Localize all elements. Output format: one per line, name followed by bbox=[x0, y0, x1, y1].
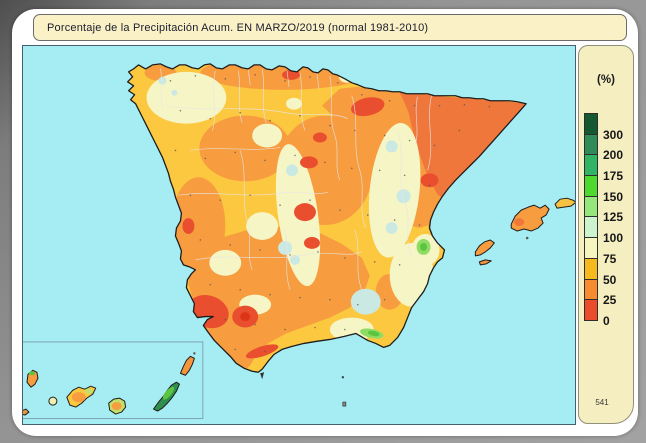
legend-tick-label: 125 bbox=[603, 210, 624, 225]
map-panel bbox=[22, 45, 576, 425]
island-el-hierro bbox=[23, 408, 30, 416]
island-ibiza bbox=[474, 239, 495, 257]
legend-tick-label: 25 bbox=[603, 293, 617, 308]
legend-tick-label: 50 bbox=[603, 272, 617, 287]
la-palma-green bbox=[28, 371, 35, 376]
legend-swatch-row: 175 bbox=[584, 154, 623, 183]
canary-islands-inset bbox=[23, 341, 204, 420]
map-title: Porcentaje de la Precipitación Acum. EN … bbox=[47, 21, 429, 34]
legend-swatch-row: 150 bbox=[584, 175, 623, 204]
legend-swatch-row: 200 bbox=[584, 133, 623, 162]
lanzarote-islet bbox=[193, 352, 196, 355]
legend-swatch-row: 0 bbox=[584, 299, 610, 328]
island-lanzarote bbox=[179, 355, 195, 376]
tenerife-green bbox=[84, 388, 93, 395]
island-cabrera bbox=[525, 236, 529, 240]
legend-swatch-row: 25 bbox=[584, 278, 616, 307]
small-islet bbox=[342, 401, 347, 407]
precipitation-shading bbox=[144, 63, 527, 372]
alboran-islet bbox=[341, 376, 344, 379]
tenerife-center bbox=[71, 392, 86, 403]
coastline bbox=[126, 63, 527, 373]
station-dots bbox=[169, 74, 491, 353]
legend-swatch-row: 125 bbox=[584, 195, 623, 224]
legend-swatch-row: 50 bbox=[584, 257, 616, 287]
island-formentera bbox=[478, 259, 492, 266]
legend-swatch-row: 75 bbox=[584, 237, 616, 266]
legend-tick-label: 75 bbox=[603, 251, 617, 266]
legend-unit-label: (%) bbox=[597, 74, 615, 86]
province-borders bbox=[160, 68, 432, 290]
legend-tick-label: 300 bbox=[603, 127, 624, 142]
legend-panel: (%) 300 200 175 150 125 100 75 50 25 0 541 bbox=[578, 45, 634, 424]
island-mallorca bbox=[510, 204, 550, 232]
legend-tick-label: 200 bbox=[603, 148, 624, 163]
legend-footnote: 541 bbox=[595, 398, 609, 407]
inset-border bbox=[23, 341, 204, 420]
gran-canaria-center bbox=[111, 402, 122, 411]
legend-tick-label: 150 bbox=[603, 189, 624, 204]
legend-tick-label: 0 bbox=[603, 313, 610, 328]
legend-tick-label: 100 bbox=[603, 231, 624, 246]
legend-scale: 300 200 175 150 125 100 75 50 25 0 bbox=[584, 113, 623, 328]
gibraltar-rock bbox=[260, 372, 265, 380]
legend-swatch-row: 300 bbox=[584, 113, 623, 142]
title-bar: Porcentaje de la Precipitación Acum. EN … bbox=[33, 14, 627, 41]
precipitation-map bbox=[23, 63, 575, 420]
mallorca-shade bbox=[514, 218, 525, 227]
fuerteventura-shade bbox=[162, 386, 175, 400]
island-la-gomera bbox=[48, 396, 58, 406]
iberian-peninsula bbox=[126, 63, 527, 407]
island-menorca bbox=[554, 197, 575, 209]
legend-tick-label: 175 bbox=[603, 169, 624, 184]
legend-swatch-row: 100 bbox=[584, 216, 623, 245]
balearic-islands bbox=[474, 197, 575, 266]
